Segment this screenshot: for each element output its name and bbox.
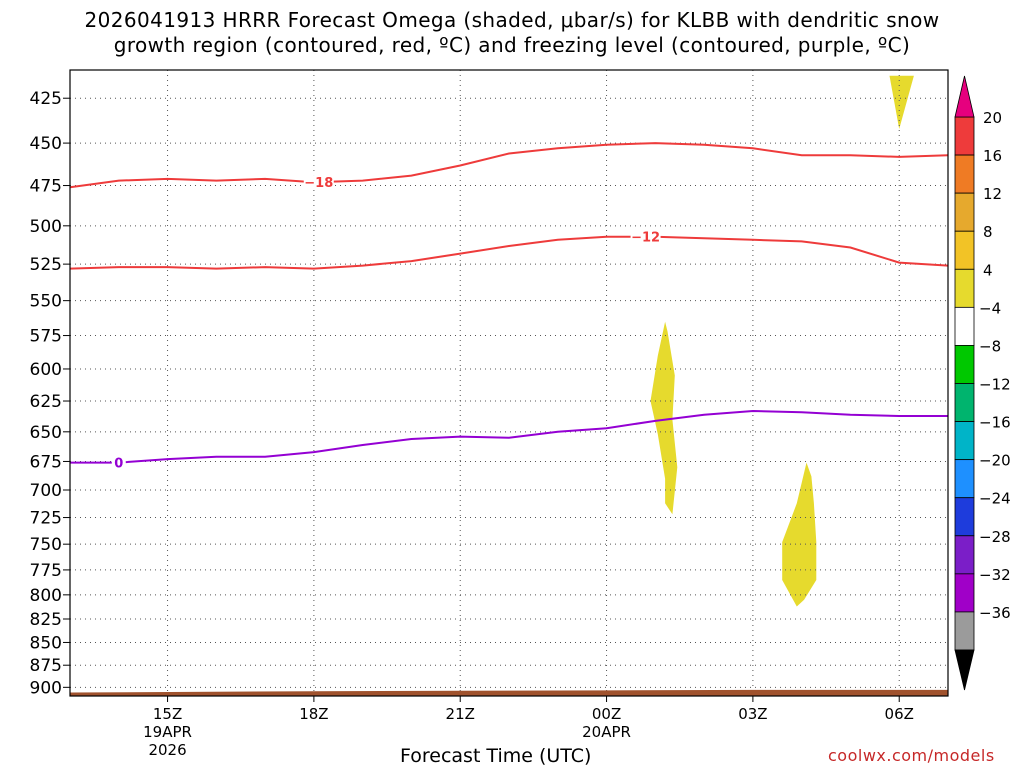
colorbar-box-9 (954, 459, 975, 499)
colorbar-label-9: −20 (979, 452, 1011, 470)
y-tick-label-525: 525 (30, 255, 62, 275)
y-tick-label-600: 600 (30, 360, 62, 380)
y-tick-label-800: 800 (30, 586, 62, 606)
chart-title-line-1: 2026041913 HRRR Forecast Omega (shaded, … (84, 8, 940, 32)
x-tick-label-06Z: 06Z (885, 705, 914, 723)
y-tick-label-550: 550 (30, 292, 62, 312)
colorbar-bottom-arrow (954, 649, 975, 691)
colorbar-box-12 (954, 573, 975, 613)
omega-shaded-region-1 (650, 321, 678, 515)
y-tick-label-725: 725 (30, 509, 62, 529)
colorbar-box-13 (954, 611, 975, 651)
colorbar-box-8 (954, 421, 975, 461)
y-tick-label-825: 825 (30, 610, 62, 630)
y-tick-label-850: 850 (30, 633, 62, 653)
colorbar-label-6: −8 (979, 337, 1001, 355)
y-tick-label-775: 775 (30, 561, 62, 581)
x-tick-label-03Z: 03Z (738, 705, 767, 723)
colorbar-label-8: −16 (979, 414, 1011, 432)
x-tick-label-15Z: 15Z (153, 705, 182, 723)
y-tick-label-750: 750 (30, 535, 62, 555)
y-tick-label-500: 500 (30, 217, 62, 237)
colorbar-label-13: −36 (979, 604, 1011, 622)
y-tick-label-675: 675 (30, 452, 62, 472)
colorbar-label-10: −24 (979, 490, 1011, 508)
colorbar-label-2: 12 (983, 185, 1002, 203)
contour-label-bg-0 (111, 455, 126, 470)
contour-label--12: −12 (631, 231, 660, 246)
terrain-surface (70, 689, 948, 696)
colorbar-box-1 (954, 154, 975, 194)
colorbar-box-4 (954, 268, 975, 308)
y-tick-label-575: 575 (30, 327, 62, 347)
y-tick-label-450: 450 (30, 134, 62, 154)
contour-line--18 (70, 142, 948, 189)
y-tick-label-475: 475 (30, 177, 62, 197)
chart-title-line-2: growth region (contoured, red, ºC) and f… (113, 33, 911, 57)
colorbar-box-5 (954, 306, 975, 346)
plot-frame (69, 69, 949, 697)
y-tick-label-425: 425 (30, 89, 62, 109)
y-tick-label-650: 650 (30, 423, 62, 443)
contour-label-0: 0 (114, 457, 123, 472)
colorbar-label-4: 4 (983, 261, 993, 279)
colorbar-label-5: −4 (979, 299, 1001, 317)
omega-shaded-region-0 (889, 75, 914, 129)
y-tick-label-875: 875 (30, 656, 62, 676)
colorbar-box-10 (954, 497, 975, 537)
colorbar-box-0 (954, 116, 975, 156)
plot-area: −18 −12 0 (70, 70, 948, 696)
x-tick-label-21Z: 21Z (446, 705, 475, 723)
x-tick-sublabel-15Z-1: 2026 (148, 741, 186, 759)
colorbar-box-6 (954, 345, 975, 384)
contour-line--12 (70, 235, 948, 270)
contour-line-0 (70, 409, 948, 464)
colorbar-box-2 (954, 192, 975, 232)
y-tick-label-700: 700 (30, 481, 62, 501)
colorbar-label-12: −32 (979, 566, 1011, 584)
colorbar-box-3 (954, 230, 975, 270)
contour-label--18: −18 (304, 176, 333, 191)
x-tick-label-18Z: 18Z (299, 705, 328, 723)
y-tick-label-900: 900 (30, 678, 62, 698)
x-axis-label: Forecast Time (UTC) (400, 745, 592, 767)
contour-label-bg--12 (630, 229, 661, 244)
contour-label-bg--18 (303, 175, 334, 190)
y-tick-label-625: 625 (30, 392, 62, 412)
colorbar-box-11 (954, 535, 975, 575)
colorbar-label-3: 8 (983, 223, 993, 241)
x-tick-sublabel-15Z-0: 19APR (143, 723, 192, 741)
x-tick-sublabel-00Z-0: 20APR (582, 723, 631, 741)
colorbar-top-arrow (954, 75, 975, 118)
omega-shaded-region-2 (782, 462, 817, 607)
colorbar-box-7 (954, 383, 975, 422)
colorbar-label-0: 20 (983, 109, 1002, 127)
x-tick-label-00Z: 00Z (592, 705, 621, 723)
watermark[interactable]: coolwx.com/models (828, 746, 995, 765)
colorbar-label-11: −28 (979, 528, 1011, 546)
colorbar-label-1: 16 (983, 147, 1002, 165)
colorbar-label-7: −12 (979, 376, 1011, 394)
